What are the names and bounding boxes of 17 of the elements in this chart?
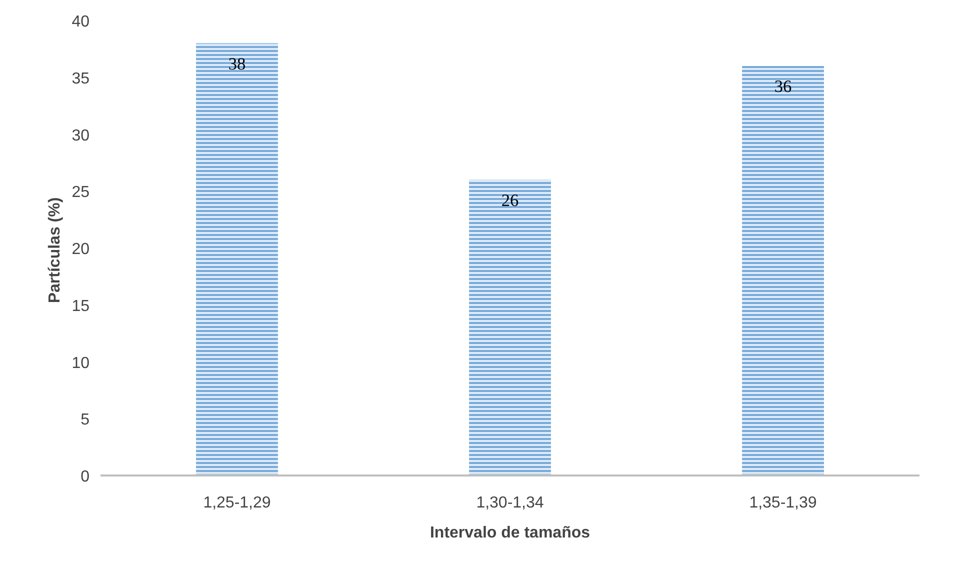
data-label: 36 [774,77,792,96]
x-tick-label: 1,30-1,34 [476,494,544,512]
y-tick-label: 30 [72,127,90,144]
y-axis-title: Partículas (%) [46,197,64,304]
y-tick-label: 5 [80,412,90,429]
y-tick-label: 25 [72,184,90,202]
x-tick-label: 1,25-1,29 [203,494,271,512]
data-label: 26 [501,190,519,210]
data-label: 38 [228,54,246,74]
x-tick-label: 1,35-1,39 [749,494,817,512]
y-tick-label: 10 [72,354,90,372]
y-tick-label: 0 [80,468,90,486]
y-tick-label: 20 [72,241,90,258]
x-axis-title: Intervalo de tamaños [430,524,590,542]
y-tick-label: 35 [72,70,90,88]
y-tick-label: 15 [72,298,90,315]
y-tick-label: 40 [72,14,90,30]
